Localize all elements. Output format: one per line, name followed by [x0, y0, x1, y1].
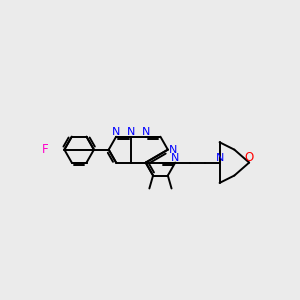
Text: N: N	[171, 152, 179, 163]
Text: O: O	[244, 151, 254, 164]
Text: F: F	[42, 143, 49, 156]
Text: N: N	[215, 152, 224, 163]
Text: N: N	[112, 127, 120, 136]
Text: N: N	[142, 127, 150, 136]
Text: N: N	[169, 145, 177, 155]
Text: N: N	[127, 127, 135, 136]
